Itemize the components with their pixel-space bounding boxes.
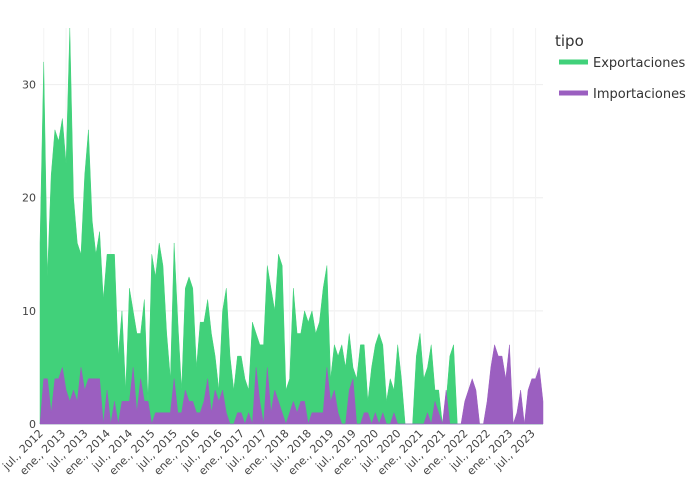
y-tick-label: 30 <box>22 79 36 92</box>
area <box>39 344 544 425</box>
y-tick-label: 0 <box>29 418 36 431</box>
y-tick-label: 10 <box>22 305 36 318</box>
legend-label: Importaciones <box>593 87 686 102</box>
area <box>39 27 543 425</box>
legend: tipo Exportaciones Importaciones <box>555 32 686 102</box>
legend-title: tipo <box>555 32 584 50</box>
y-tick-label: 20 <box>22 192 36 205</box>
legend-label: Exportaciones <box>593 56 685 71</box>
